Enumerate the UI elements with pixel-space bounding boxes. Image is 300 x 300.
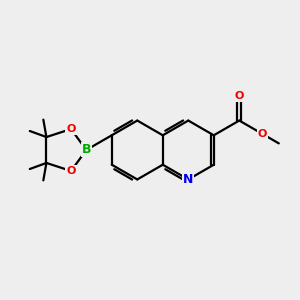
Text: N: N bbox=[183, 173, 194, 186]
Text: O: O bbox=[66, 124, 76, 134]
Text: O: O bbox=[235, 92, 244, 101]
Text: B: B bbox=[82, 143, 91, 157]
Text: O: O bbox=[66, 166, 76, 176]
Text: O: O bbox=[257, 129, 267, 139]
